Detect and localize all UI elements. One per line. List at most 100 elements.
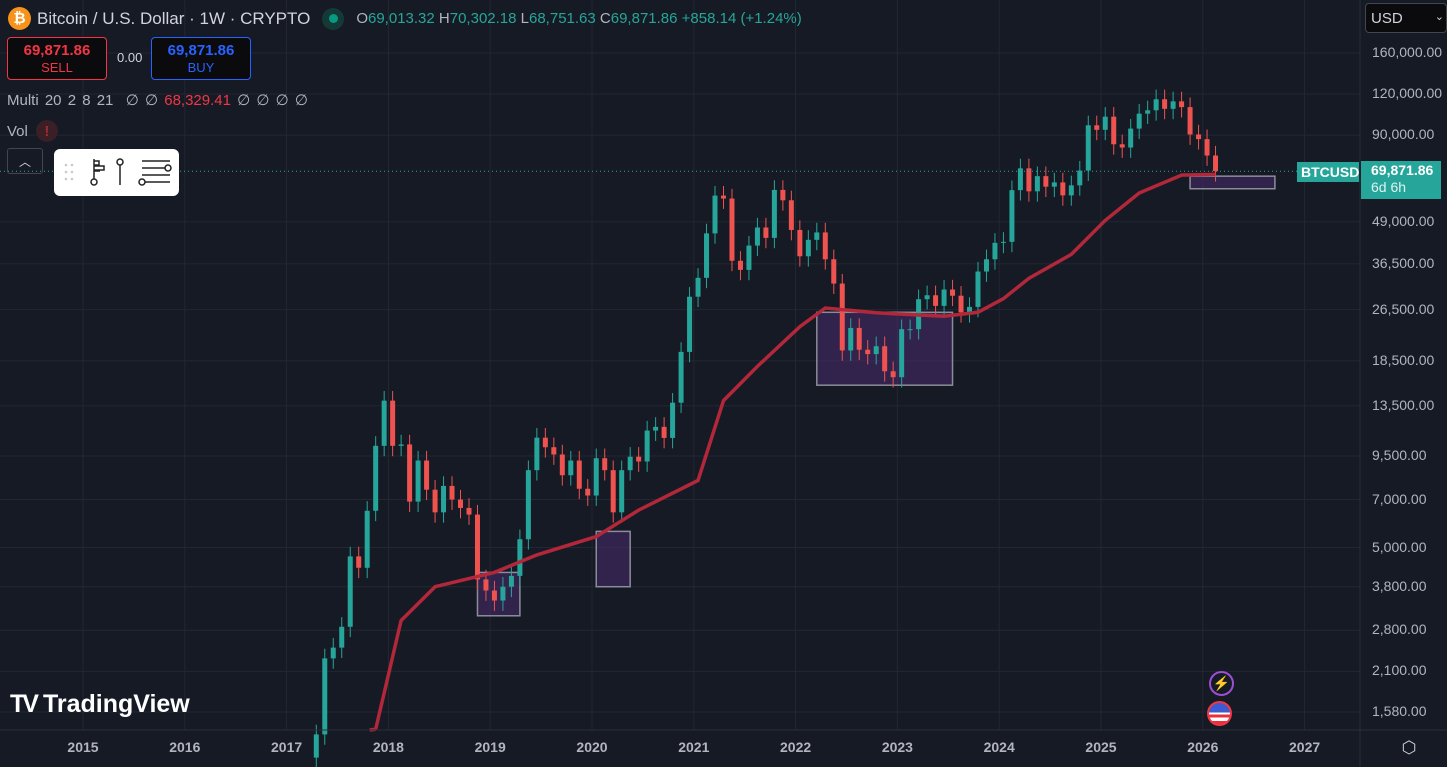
candle-body bbox=[975, 271, 981, 307]
candle-body bbox=[1162, 99, 1168, 109]
time-tick-label: 2024 bbox=[983, 739, 1015, 755]
candle-body bbox=[1213, 155, 1219, 172]
time-tick-label: 2026 bbox=[1187, 739, 1219, 755]
collapse-legend-button[interactable]: ︿ bbox=[7, 148, 43, 174]
candle-body bbox=[958, 295, 964, 313]
candle-body bbox=[644, 430, 650, 462]
candle-body bbox=[941, 289, 947, 306]
price-tick-label: 18,500.00 bbox=[1372, 351, 1435, 368]
chevron-down-icon: ⌄ bbox=[1434, 11, 1444, 23]
candle-body bbox=[364, 510, 370, 568]
candle-body bbox=[1051, 182, 1057, 187]
price-tick-label: 120,000.00 bbox=[1372, 85, 1443, 102]
candle-body bbox=[339, 626, 345, 648]
candle-body bbox=[1000, 241, 1006, 243]
currency-select[interactable]: USD ⌄ bbox=[1365, 3, 1447, 33]
lightning-alert-icon[interactable]: ⚡ bbox=[1209, 671, 1234, 696]
price-tick-label: 13,500.00 bbox=[1372, 396, 1435, 413]
warning-icon[interactable]: ! bbox=[35, 120, 58, 142]
candle-body bbox=[441, 485, 447, 513]
candle-body bbox=[390, 400, 396, 446]
highlight-rectangle bbox=[595, 530, 631, 588]
candle-body bbox=[525, 470, 531, 540]
candle-body bbox=[500, 586, 506, 601]
price-tick-label: 2,800.00 bbox=[1372, 621, 1427, 638]
buy-button[interactable]: 69,871.86 BUY bbox=[151, 37, 251, 80]
candle-body bbox=[805, 239, 811, 257]
pin-line-icon[interactable] bbox=[116, 158, 124, 185]
candle-body bbox=[1170, 101, 1176, 109]
chart-settings-icon[interactable]: ⬡ bbox=[1401, 738, 1417, 757]
candle-body bbox=[1094, 125, 1100, 130]
candle-body bbox=[712, 195, 718, 234]
candle-body bbox=[890, 371, 896, 378]
drag-handle-icon[interactable] bbox=[64, 163, 74, 181]
multi-indicator-legend[interactable]: Multi 20 2 8 21 ∅ ∅ 68,329.41 ∅ ∅ ∅ ∅ bbox=[7, 92, 308, 109]
sell-button[interactable]: 69,871.86 SELL bbox=[7, 37, 107, 80]
price-tick-label: 36,500.00 bbox=[1372, 254, 1435, 271]
time-tick-label: 2015 bbox=[67, 739, 99, 755]
candle-body bbox=[924, 295, 930, 300]
candle-body bbox=[1077, 170, 1083, 186]
candle-body bbox=[398, 444, 404, 446]
candle-body bbox=[661, 426, 667, 438]
candle-body bbox=[1111, 116, 1117, 145]
spread-value: 0.00 bbox=[117, 50, 143, 65]
candle-body bbox=[1068, 185, 1074, 196]
candle-body bbox=[1060, 182, 1066, 196]
time-tick-label: 2016 bbox=[169, 739, 201, 755]
us-flag-icon[interactable] bbox=[1207, 701, 1232, 726]
candle-body bbox=[788, 200, 794, 230]
candle-body bbox=[1179, 101, 1185, 108]
moving-average-line bbox=[369, 172, 1216, 732]
price-tick-label: 49,000.00 bbox=[1372, 212, 1435, 229]
candle-body bbox=[1102, 116, 1108, 130]
chevron-up-icon: ︿ bbox=[18, 154, 31, 169]
candle-body bbox=[576, 460, 582, 489]
symbol-title[interactable]: Bitcoin / U.S. Dollar · 1W · CRYPTO bbox=[37, 8, 311, 28]
candle-body bbox=[508, 575, 514, 587]
candle-body bbox=[491, 590, 497, 601]
candle-body bbox=[1034, 176, 1040, 192]
candle-body bbox=[754, 227, 760, 246]
candle-body bbox=[1196, 134, 1202, 140]
candle-body bbox=[967, 306, 973, 313]
time-tick-label: 2018 bbox=[372, 739, 404, 755]
candle-body bbox=[593, 458, 599, 496]
fib-tool-icon[interactable] bbox=[90, 159, 105, 186]
candle-body bbox=[1187, 107, 1193, 135]
market-open-icon bbox=[322, 7, 345, 30]
candle-body bbox=[627, 456, 633, 471]
candle-body bbox=[568, 460, 574, 476]
tradingview-mark-icon: TV bbox=[10, 690, 39, 718]
candle-body bbox=[356, 556, 362, 568]
candle-body bbox=[483, 579, 489, 591]
price-change: +858.14 (+1.24%) bbox=[681, 10, 802, 27]
candle-body bbox=[619, 470, 625, 513]
candle-body bbox=[1145, 110, 1151, 114]
candle-body bbox=[704, 233, 710, 278]
horizontal-lines-icon[interactable] bbox=[138, 160, 172, 186]
drawing-toolbar bbox=[54, 149, 179, 196]
candle-body bbox=[653, 426, 659, 431]
candle-body bbox=[720, 195, 726, 199]
candle-body bbox=[780, 189, 786, 201]
candle-body bbox=[950, 289, 956, 296]
price-tick-label: 3,800.00 bbox=[1372, 577, 1427, 594]
symbol-legend: ₿ Bitcoin / U.S. Dollar · 1W · CRYPTO O6… bbox=[8, 7, 802, 30]
ohlc-values: O69,013.32 H70,302.18 L68,751.63 C69,871… bbox=[356, 10, 802, 27]
candle-body bbox=[882, 346, 888, 372]
candle-body bbox=[873, 346, 879, 355]
candle-body bbox=[865, 349, 871, 355]
candle-body bbox=[1204, 139, 1210, 156]
tradingview-logo[interactable]: TV TradingView bbox=[10, 690, 190, 718]
candle-body bbox=[415, 460, 421, 502]
candle-body bbox=[899, 329, 905, 378]
candle-body bbox=[1085, 125, 1091, 171]
price-tick-label: 9,500.00 bbox=[1372, 446, 1427, 463]
candle-body bbox=[432, 489, 438, 513]
candle-body bbox=[856, 327, 862, 350]
volume-indicator-legend[interactable]: Vol ! bbox=[7, 120, 58, 142]
candle-body bbox=[474, 514, 480, 580]
